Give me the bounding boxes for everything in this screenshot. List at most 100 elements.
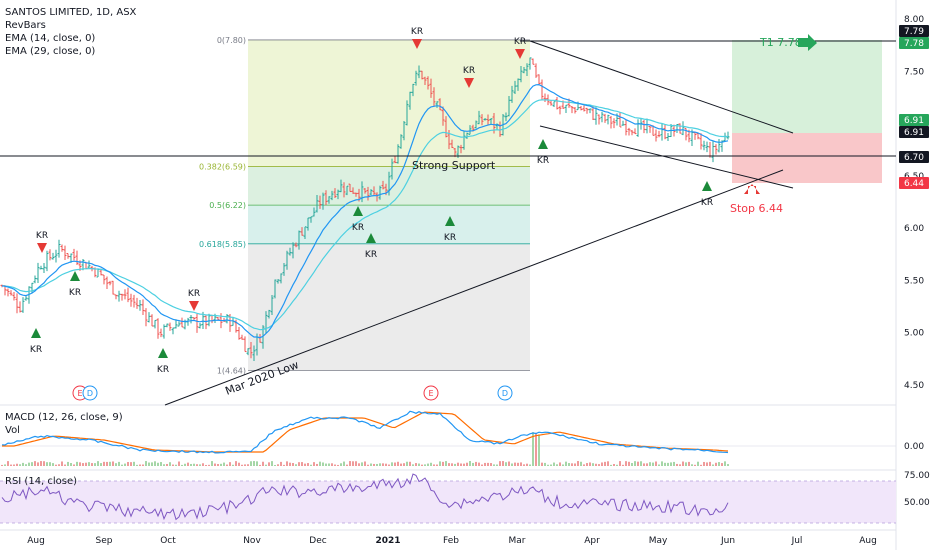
kr-label: KR	[352, 223, 364, 233]
volume-bar	[376, 463, 378, 466]
time-tick-label: Oct	[160, 536, 176, 546]
volume-bar	[568, 463, 570, 466]
volume-bar	[49, 462, 51, 466]
time-tick-label: Mar	[509, 536, 526, 546]
earnings-icon[interactable]	[423, 385, 439, 401]
buy-signal-icon	[70, 271, 80, 281]
volume-bar	[670, 462, 672, 466]
volume-bar	[166, 463, 168, 466]
time-tick-label: Nov	[243, 536, 261, 546]
volume-bar	[25, 464, 27, 466]
volume-bar	[352, 461, 354, 466]
volume-bar	[487, 462, 489, 466]
time-tick-label: Jun	[720, 536, 735, 546]
volume-bar	[199, 464, 201, 466]
volume-bar	[697, 461, 699, 466]
sell-signal-icon	[189, 301, 199, 311]
volume-bar	[7, 461, 9, 466]
volume-bar	[478, 462, 480, 466]
volume-bar	[694, 464, 696, 466]
volume-bar	[91, 463, 93, 466]
volume-bar	[355, 461, 357, 466]
volume-bar	[145, 461, 147, 466]
volume-bar	[58, 464, 60, 466]
volume-bar	[205, 464, 207, 466]
volume-bar	[427, 463, 429, 466]
volume-bar	[637, 461, 639, 466]
price-badge	[899, 177, 929, 189]
volume-bar	[439, 461, 441, 466]
time-tick-label: Sep	[96, 536, 113, 546]
time-tick-label: Jul	[791, 536, 803, 546]
volume-bar	[334, 464, 336, 466]
volume-bar	[154, 461, 156, 466]
volume-bar	[250, 461, 252, 466]
volume-bar	[232, 464, 234, 466]
volume-bar	[400, 463, 402, 466]
volume-bar	[709, 461, 711, 466]
volume-bar	[349, 461, 351, 466]
volume-bar	[307, 463, 309, 466]
target-annotation: T1 7.78	[759, 34, 817, 51]
volume-bar	[337, 464, 339, 466]
trendline-mar2020[interactable]	[164, 169, 784, 406]
volume-bar	[172, 464, 174, 466]
volume-bar	[292, 463, 294, 466]
fib-level-label: 0.382(6.59)	[199, 162, 246, 171]
volume-bar	[601, 462, 603, 466]
dividend-icon[interactable]	[497, 385, 513, 401]
volume-bar	[562, 464, 564, 466]
volume-bar	[106, 461, 108, 466]
volume-bar	[520, 462, 522, 466]
volume-bar	[517, 462, 519, 466]
volume-bar	[502, 461, 504, 466]
volume-bar	[460, 463, 462, 466]
long-position-box[interactable]	[732, 40, 882, 183]
volume-bar	[100, 463, 102, 466]
volume-bar	[319, 461, 321, 466]
kr-label: KR	[30, 345, 42, 355]
volume-bar	[667, 462, 669, 466]
volume-bar	[136, 464, 138, 466]
channel-upper[interactable]	[529, 40, 794, 134]
indicator-ema29: EMA (29, close, 0)	[5, 46, 95, 57]
volume-bar	[619, 461, 621, 466]
volume-bar	[379, 463, 381, 466]
dividend-icon[interactable]	[82, 385, 98, 401]
volume-bar	[553, 462, 555, 466]
volume-bar	[589, 462, 591, 466]
fib-level-label: 0.5(6.22)	[209, 201, 246, 210]
volume-bar	[55, 464, 57, 466]
volume-bar	[556, 464, 558, 466]
volume-bar	[142, 464, 144, 466]
volume-bar	[505, 462, 507, 466]
volume-bar	[367, 464, 369, 466]
volume-bar	[388, 464, 390, 466]
channel-lower[interactable]	[539, 125, 794, 189]
target-arrow-icon	[798, 34, 817, 51]
volume-bar	[223, 462, 225, 466]
volume-bar	[559, 462, 561, 466]
kr-label: KR	[188, 289, 200, 299]
volume-bar	[94, 463, 96, 466]
volume-bar	[109, 461, 111, 466]
time-axis[interactable]: Aug Sep Oct Nov Dec 2021 Feb Mar Apr May Jun Jul Aug	[27, 536, 877, 546]
volume-bar	[691, 464, 693, 466]
volume-bar	[415, 463, 417, 466]
stop-annotation: Stop 6.44	[730, 184, 783, 215]
rsi-tick-label: 50.00	[904, 498, 930, 508]
kr-label: KR	[36, 231, 48, 241]
volume-bar	[448, 463, 450, 466]
volume-bar	[265, 464, 267, 466]
volume-bar	[412, 464, 414, 466]
time-tick-label: 2021	[375, 536, 400, 546]
volume-bar	[343, 461, 345, 466]
volume-bar	[28, 462, 30, 466]
volume-bar	[493, 464, 495, 466]
volume-bar	[79, 462, 81, 466]
volume-bar	[175, 464, 177, 466]
volume-bar	[712, 464, 714, 466]
volume-bar	[229, 462, 231, 466]
